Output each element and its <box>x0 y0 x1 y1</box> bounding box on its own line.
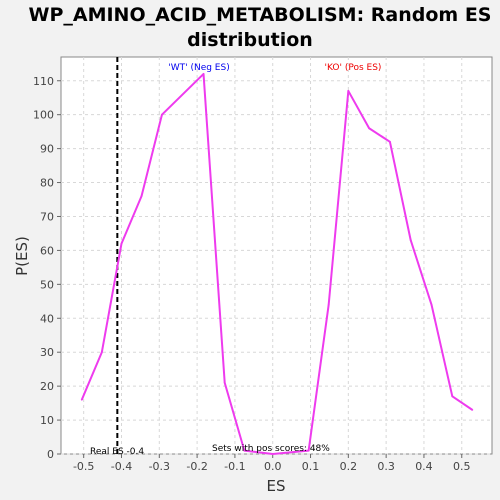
ko-pos-es-label: 'KO' (Pos ES) <box>325 63 382 73</box>
chart-title-line2: distribution <box>187 29 313 51</box>
pos-scores-label: Sets with pos scores: 48% <box>212 444 330 454</box>
y-tick-label: 110 <box>33 75 54 88</box>
x-tick-label: -0.4 <box>111 460 132 473</box>
series-group <box>80 72 474 455</box>
x-tick-label: -0.1 <box>224 460 245 473</box>
real-es-label: Real ES -0.4 <box>90 447 144 457</box>
y-axis-label: P(ES) <box>13 236 31 276</box>
y-tick-label: 30 <box>40 346 54 359</box>
y-tick-label: 10 <box>40 414 54 427</box>
data-point <box>368 127 371 130</box>
axis-ticks: -0.5 -0.4 -0.3 -0.2 -0.1 0.0 0.1 0.2 0.3 0.4 0.5 0 1… <box>33 75 471 473</box>
y-tick-label: 70 <box>40 210 54 223</box>
y-tick-label: 100 <box>33 109 54 122</box>
wt-neg-es-label: 'WT' (Neg ES) <box>168 63 229 73</box>
x-tick-label: 0.1 <box>302 460 320 473</box>
plot-area <box>60 56 493 455</box>
x-tick-label: 0.3 <box>377 460 395 473</box>
data-point <box>430 303 433 306</box>
y-tick-label: 40 <box>40 312 54 325</box>
x-tick-label: 0.0 <box>264 460 282 473</box>
y-tick-label: 50 <box>40 278 54 291</box>
data-point <box>451 395 454 398</box>
x-tick-label: 0.4 <box>415 460 433 473</box>
data-point <box>271 453 274 455</box>
data-point <box>120 242 123 245</box>
data-point <box>100 351 103 354</box>
data-point <box>409 239 412 242</box>
data-point <box>161 113 163 116</box>
data-point <box>307 449 310 452</box>
x-axis-label: ES <box>267 477 286 495</box>
data-point <box>389 140 391 143</box>
y-tick-label: 60 <box>40 244 54 257</box>
y-tick-label: 80 <box>40 177 54 190</box>
x-tick-label: 0.5 <box>453 460 471 473</box>
x-tick-label: -0.5 <box>73 460 94 473</box>
data-point <box>327 303 330 306</box>
chart-title-line1: WP_AMINO_ACID_METABOLISM: Random ES <box>28 4 491 26</box>
y-tick-label: 0 <box>47 448 54 461</box>
data-point <box>202 73 205 75</box>
data-point <box>223 381 226 384</box>
x-tick-label: 0.2 <box>340 460 358 473</box>
y-tick-label: 90 <box>40 143 54 156</box>
y-tick-label: 20 <box>40 380 54 393</box>
data-point <box>140 195 143 198</box>
series-line <box>80 72 473 455</box>
data-point <box>80 398 83 401</box>
x-tick-label: -0.3 <box>149 460 170 473</box>
data-point <box>243 449 246 452</box>
data-point <box>347 90 350 92</box>
x-tick-label: -0.2 <box>186 460 207 473</box>
data-point <box>471 408 474 411</box>
